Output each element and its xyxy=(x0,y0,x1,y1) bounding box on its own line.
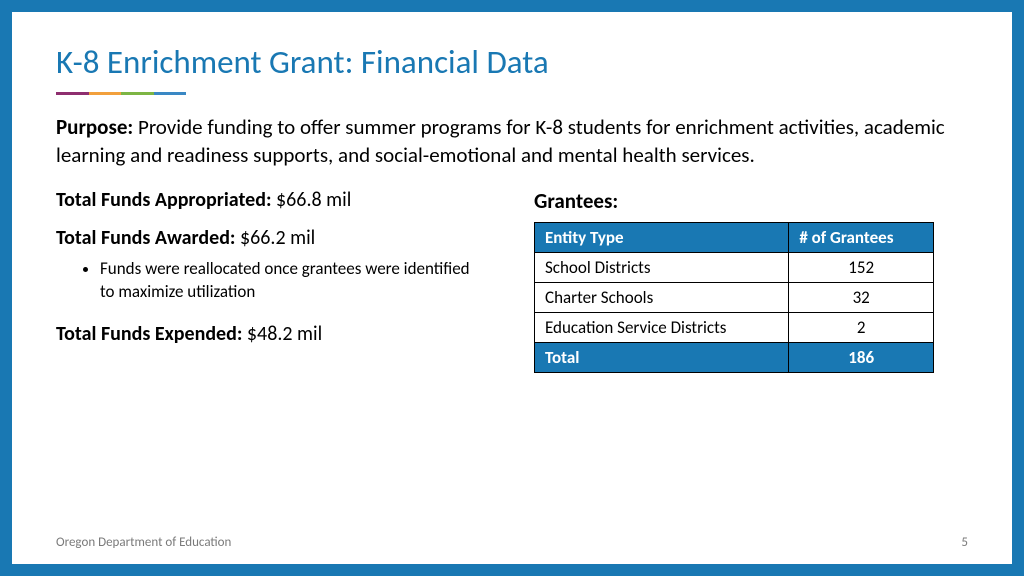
rule-seg-4 xyxy=(154,92,187,95)
grantees-total-count: 186 xyxy=(789,342,934,372)
table-row: Charter Schools 32 xyxy=(535,282,934,312)
funds-appropriated-label: Total Funds Appropriated: xyxy=(56,188,272,212)
footer-org: Oregon Department of Education xyxy=(56,535,231,550)
funds-expended-value: $48.2 mil xyxy=(247,322,322,346)
rule-seg-3 xyxy=(121,92,154,95)
grantees-heading: Grantees: xyxy=(534,188,968,214)
content-columns: Total Funds Appropriated: $66.8 mil Tota… xyxy=(56,188,968,373)
grantees-count: 2 xyxy=(789,312,934,342)
funds-awarded-label: Total Funds Awarded: xyxy=(56,226,235,250)
rule-seg-1 xyxy=(56,92,89,95)
grantees-count: 152 xyxy=(789,252,934,282)
footer-page-number: 5 xyxy=(961,535,968,550)
slide-footer: Oregon Department of Education 5 xyxy=(56,535,968,550)
grantees-entity: Education Service Districts xyxy=(535,312,789,342)
funds-appropriated: Total Funds Appropriated: $66.8 mil xyxy=(56,188,486,212)
purpose-text: Provide funding to offer summer programs… xyxy=(56,114,945,168)
grantees-total-label: Total xyxy=(535,342,789,372)
funds-appropriated-value: $66.8 mil xyxy=(276,188,351,212)
grantees-entity: Charter Schools xyxy=(535,282,789,312)
table-row: Education Service Districts 2 xyxy=(535,312,934,342)
funds-awarded: Total Funds Awarded: $66.2 mil xyxy=(56,226,486,250)
grantees-count: 32 xyxy=(789,282,934,312)
grantees-entity: School Districts xyxy=(535,252,789,282)
grantees-column: Grantees: Entity Type # of Grantees Scho… xyxy=(534,188,968,373)
rule-seg-2 xyxy=(89,92,122,95)
funds-expended-label: Total Funds Expended: xyxy=(56,322,242,346)
funds-awarded-value: $66.2 mil xyxy=(240,226,315,250)
purpose-label: Purpose: xyxy=(56,114,133,140)
slide-title: K-8 Enrichment Grant: Financial Data xyxy=(56,42,968,82)
grantees-header-row: Entity Type # of Grantees xyxy=(535,222,934,252)
table-row: School Districts 152 xyxy=(535,252,934,282)
funds-awarded-note: Funds were reallocated once grantees wer… xyxy=(100,258,486,304)
funds-expended: Total Funds Expended: $48.2 mil xyxy=(56,322,486,346)
purpose-paragraph: Purpose: Provide funding to offer summer… xyxy=(56,113,968,170)
grantees-table: Entity Type # of Grantees School Distric… xyxy=(534,222,934,373)
funds-column: Total Funds Appropriated: $66.8 mil Tota… xyxy=(56,188,486,373)
grantees-total-row: Total 186 xyxy=(535,342,934,372)
slide-frame: K-8 Enrichment Grant: Financial Data Pur… xyxy=(0,0,1024,576)
grantees-col-count: # of Grantees xyxy=(789,222,934,252)
funds-awarded-note-list: Funds were reallocated once grantees wer… xyxy=(100,258,486,304)
grantees-col-entity: Entity Type xyxy=(535,222,789,252)
title-underline xyxy=(56,92,186,95)
